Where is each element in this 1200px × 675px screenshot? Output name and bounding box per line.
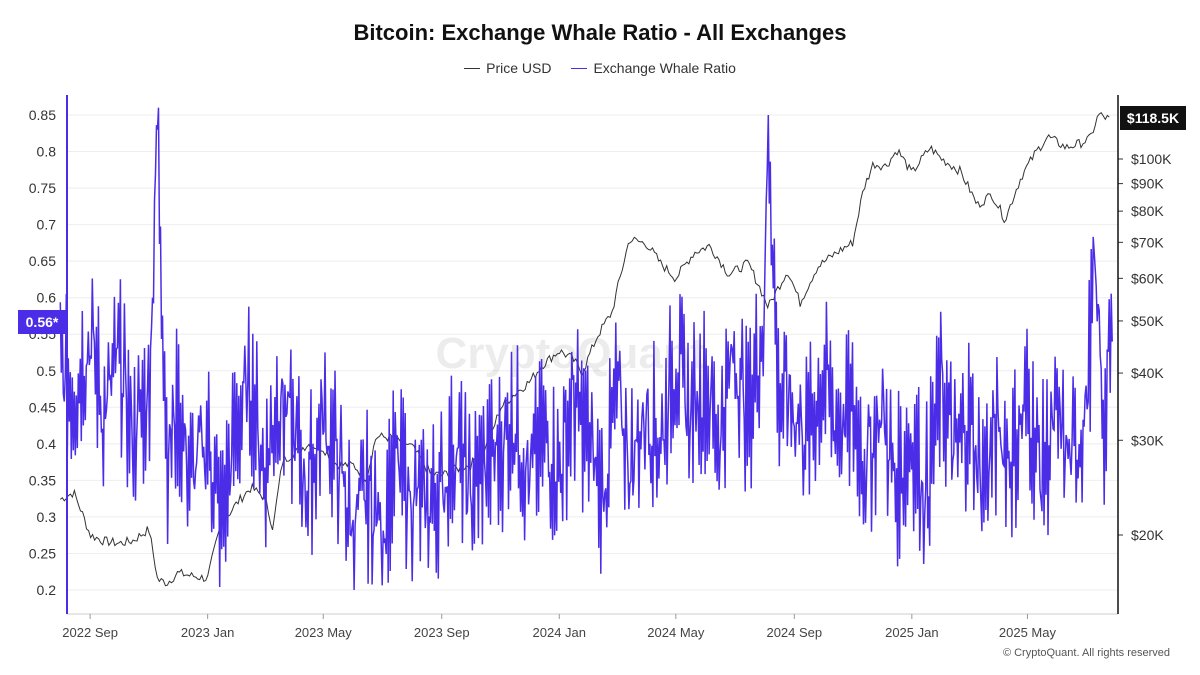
left-tick-label: 0.85 <box>29 107 56 123</box>
chart-legend: Price USD Exchange Whale Ratio <box>0 60 1200 76</box>
left-tick-label: 0.45 <box>29 399 56 415</box>
left-tick-label: 0.75 <box>29 180 56 196</box>
right-tick-label: $20K <box>1131 527 1164 543</box>
legend-swatch-price <box>464 67 481 69</box>
left-tick-label: 0.6 <box>37 290 57 306</box>
right-tick-label: $70K <box>1131 234 1164 250</box>
right-badge-text: $118.5K <box>1127 110 1179 126</box>
x-tick-label: 2025 May <box>999 625 1057 640</box>
left-tick-label: 0.65 <box>29 253 56 269</box>
left-tick-label: 0.25 <box>29 545 56 561</box>
left-axis: 0.20.250.30.350.40.450.50.550.60.650.70.… <box>29 107 56 598</box>
x-tick-label: 2024 Jan <box>533 625 587 640</box>
series-line-price <box>59 111 1110 587</box>
legend-item-whale-ratio[interactable]: Exchange Whale Ratio <box>571 60 736 76</box>
right-tick-label: $50K <box>1131 313 1164 329</box>
left-tick-label: 0.7 <box>37 217 57 233</box>
legend-item-price[interactable]: Price USD <box>464 60 551 76</box>
x-tick-label: 2023 May <box>295 625 353 640</box>
left-tick-label: 0.2 <box>37 582 57 598</box>
x-tick-label: 2023 Jan <box>181 625 235 640</box>
x-tick-label: 2025 Jan <box>885 625 939 640</box>
x-tick-label: 2022 Sep <box>62 625 118 640</box>
right-value-badge: $118.5K <box>1120 106 1186 130</box>
x-tick-label: 2023 Sep <box>414 625 470 640</box>
left-badge-text: 0.56* <box>26 314 59 330</box>
right-tick-label: $40K <box>1131 365 1164 381</box>
right-tick-label: $80K <box>1131 203 1164 219</box>
right-tick-label: $100K <box>1131 151 1172 167</box>
left-badge-bg <box>18 310 66 334</box>
legend-label-whale-ratio: Exchange Whale Ratio <box>593 60 736 76</box>
right-tick-label: $60K <box>1131 270 1164 286</box>
right-tick-label: $30K <box>1131 432 1164 448</box>
legend-swatch-whale-ratio <box>571 67 588 69</box>
left-tick-label: 0.8 <box>37 144 57 160</box>
left-tick-label: 0.3 <box>37 509 57 525</box>
right-tick-label: $90K <box>1131 176 1164 192</box>
left-tick-label: 0.5 <box>37 363 57 379</box>
x-tick-label: 2024 Sep <box>766 625 822 640</box>
left-tick-label: 0.4 <box>37 436 57 452</box>
right-axis: $20K $30K $40K $50K $60K $70K $80K $90K $100K <box>1118 151 1172 543</box>
chart-title: Bitcoin: Exchange Whale Ratio - All Exch… <box>353 20 847 45</box>
x-tick-label: 2024 May <box>647 625 705 640</box>
right-badge-bg <box>1120 106 1186 130</box>
x-axis: 2022 Sep 2023 Jan 2023 May 2023 Sep 2024 Jan… <box>62 613 1118 640</box>
copyright-footer: © CryptoQuant. All rights reserved <box>1002 647 1170 659</box>
left-tick-label: 0.35 <box>29 472 56 488</box>
legend-label-price: Price USD <box>486 60 552 76</box>
series-line-whale-ratio <box>59 107 1113 591</box>
left-value-badge: 0.56* <box>18 310 66 334</box>
